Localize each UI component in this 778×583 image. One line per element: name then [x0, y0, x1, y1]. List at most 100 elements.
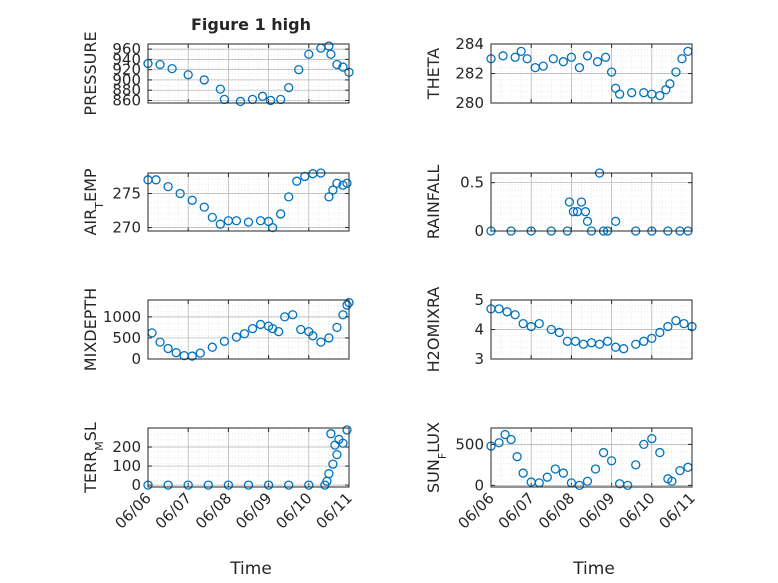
- data-point: [183, 480, 193, 490]
- y-tick-label: 4: [474, 321, 484, 339]
- data-point: [155, 59, 165, 70]
- axes-box: [490, 299, 693, 360]
- data-point: [338, 438, 348, 448]
- data-point: [215, 219, 226, 229]
- data-point: [167, 63, 177, 74]
- x-tick-label: 06/08: [535, 489, 578, 532]
- data-point: [590, 464, 601, 474]
- data-point: [316, 337, 326, 347]
- y-axis-label: PRESSURE: [81, 31, 100, 115]
- y-axis-label: RAINFALL: [424, 165, 443, 240]
- data-point: [151, 175, 161, 185]
- data-point: [665, 79, 675, 89]
- data-point: [324, 192, 334, 202]
- data-point: [342, 178, 352, 188]
- x-tick-label: 06/10: [272, 489, 315, 532]
- data-point: [663, 321, 673, 332]
- data-point: [239, 329, 250, 339]
- data-point: [332, 178, 342, 188]
- data-point: [324, 41, 334, 51]
- data-point: [677, 54, 687, 64]
- data-point: [207, 212, 217, 223]
- data-point: [284, 82, 294, 93]
- data-point: [558, 468, 569, 478]
- data-point: [324, 333, 334, 343]
- x-tick-label: 06/11: [656, 489, 699, 532]
- data-point: [326, 429, 336, 439]
- data-point: [566, 52, 577, 62]
- data-point: [671, 315, 681, 326]
- data-point: [494, 304, 504, 314]
- y-tick-label: 920: [112, 61, 141, 79]
- data-point: [215, 84, 226, 94]
- data-point: [512, 452, 522, 462]
- y-tick-label: 880: [112, 81, 141, 99]
- axes-box: [490, 43, 693, 104]
- y-tick-label: 900: [112, 71, 141, 89]
- data-point: [163, 343, 173, 354]
- data-point: [606, 67, 617, 77]
- data-point: [542, 472, 552, 482]
- data-point: [592, 57, 603, 67]
- data-point: [655, 447, 665, 458]
- data-point: [342, 425, 352, 435]
- data-point: [534, 318, 544, 329]
- x-axis-label-left: Time: [229, 559, 272, 579]
- data-point: [679, 318, 689, 329]
- data-point: [183, 70, 193, 80]
- data-point: [675, 465, 685, 476]
- axes-box: [147, 427, 350, 488]
- axes-box: [490, 172, 693, 232]
- data-point: [163, 480, 173, 490]
- data-point: [284, 480, 294, 490]
- data-point: [223, 480, 234, 490]
- data-point: [207, 342, 217, 352]
- data-point: [324, 469, 334, 479]
- data-point: [546, 324, 556, 335]
- data-point: [219, 336, 230, 346]
- data-point: [576, 197, 587, 207]
- data-point: [195, 348, 205, 358]
- data-point: [506, 434, 516, 445]
- data-point: [308, 331, 318, 341]
- data-point: [522, 54, 532, 64]
- y-tick-label: 1000: [103, 308, 141, 326]
- subplot-theta: 280 282 284 THETA: [424, 35, 693, 112]
- data-point: [328, 185, 338, 195]
- data-point: [171, 348, 181, 358]
- data-point: [606, 456, 617, 466]
- y-tick-label: 270: [112, 219, 141, 237]
- y-tick-label: 940: [112, 50, 141, 68]
- y-axis-label: MIXDEPTH: [81, 288, 100, 371]
- axes-box: [147, 299, 350, 360]
- subplot-h2omixra: 3 4 5 H2OMIXRA: [424, 287, 697, 372]
- y-tick-label: 960: [112, 40, 141, 58]
- data-point: [574, 480, 585, 491]
- x-tick-label: 06/09: [575, 489, 618, 532]
- y-tick-label: 282: [455, 65, 484, 83]
- subplot-rainfall: 0 0.5 RAINFALL: [424, 165, 693, 240]
- data-point: [500, 429, 510, 440]
- data-point: [292, 176, 302, 186]
- data-point: [284, 192, 294, 202]
- x-axis-label-right: Time: [572, 559, 615, 579]
- y-tick-label: 0: [131, 350, 141, 368]
- data-point: [639, 439, 649, 450]
- data-point: [235, 96, 246, 107]
- data-point: [623, 480, 633, 491]
- y-tick-label: 3: [474, 350, 484, 368]
- y-tick-label: 500: [455, 435, 484, 453]
- x-tick-label: 06/06: [455, 489, 498, 532]
- data-point: [655, 90, 665, 101]
- data-point: [582, 476, 593, 486]
- x-tick-label: 06/10: [615, 489, 658, 532]
- y-axis-label: SUNFLUX: [424, 422, 449, 493]
- data-point: [263, 480, 274, 490]
- data-point: [538, 61, 548, 71]
- data-point: [564, 197, 575, 207]
- y-tick-label: 500: [112, 329, 141, 347]
